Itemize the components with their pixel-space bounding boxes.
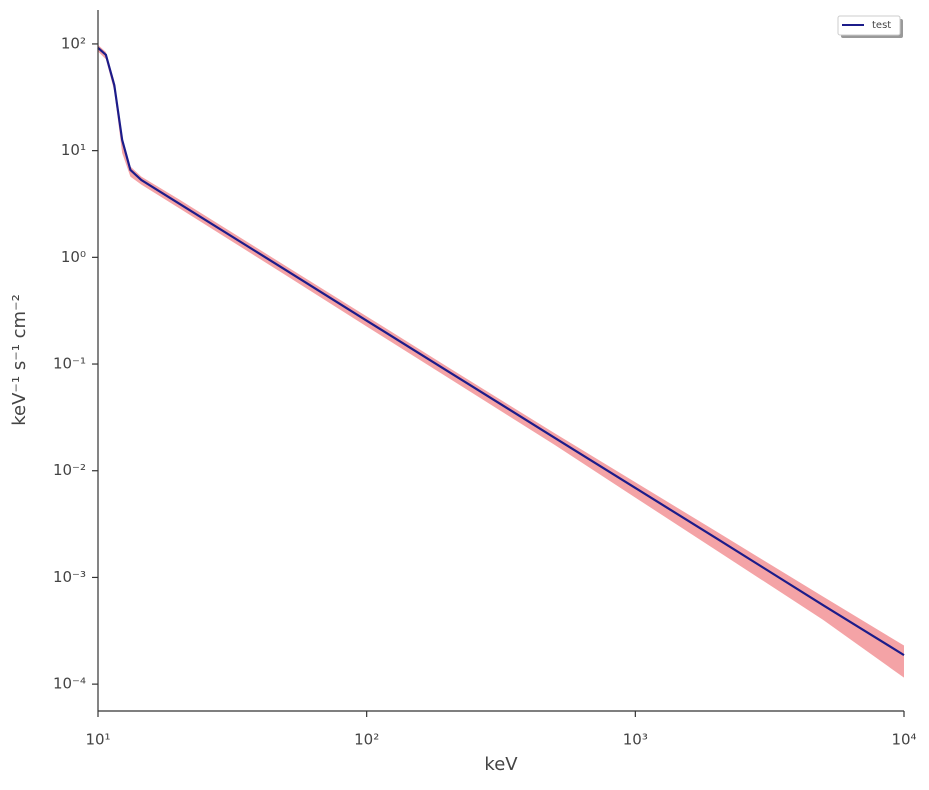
confidence-band [98,44,904,678]
x-tick-label: 10² [354,731,379,749]
legend-box [837,15,901,36]
legend-label: test [872,20,891,31]
y-tick-label: 10⁻¹ [53,355,86,373]
x-axis-label: keV [484,754,518,775]
x-tick-label: 10⁴ [891,731,916,749]
x-tick-label: 10¹ [85,731,110,749]
y-tick-label: 10⁰ [61,248,86,266]
y-tick-label: 10⁻⁴ [53,675,86,693]
y-axis-label: keV⁻¹ s⁻¹ cm⁻² [9,294,30,426]
y-tick-label: 10⁻² [53,461,86,479]
line [97,46,905,657]
x-tick-label: 10³ [623,731,648,749]
y-tick-label: 10¹ [61,141,86,159]
y-tick-label: 10⁻³ [53,568,86,586]
y-tick-label: 10² [61,34,86,52]
